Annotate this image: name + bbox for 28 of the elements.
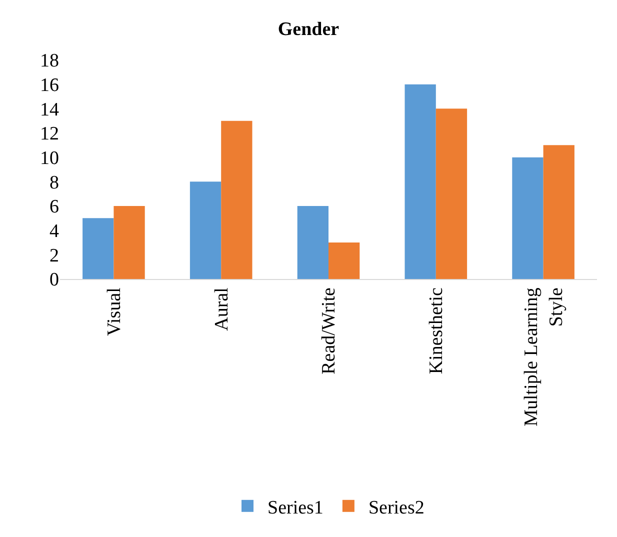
x-tick-label: Aural	[211, 288, 232, 331]
y-tick-label: 2	[50, 245, 59, 266]
bar	[221, 120, 252, 279]
bar	[190, 182, 222, 279]
bar	[512, 157, 544, 279]
x-tick-label: Visual	[104, 288, 125, 336]
x-tick-label: Multiple Learning Style	[521, 287, 567, 426]
bar	[297, 206, 328, 279]
bar	[404, 84, 436, 279]
y-tick-label: 8	[50, 172, 59, 194]
legend-label: Series2	[368, 497, 424, 518]
x-tick-label: Read/Write	[318, 288, 340, 374]
bar	[82, 218, 114, 279]
y-tick-label: 4	[50, 220, 60, 242]
x-tick-label: Kinesthetic	[426, 288, 448, 374]
y-tick-label: 6	[50, 196, 59, 218]
legend-label: Series1	[268, 497, 324, 518]
bar	[328, 242, 360, 279]
bar	[114, 206, 145, 279]
y-tick-label: 0	[50, 270, 59, 291]
bar	[543, 145, 574, 279]
y-tick-label: 12	[40, 124, 59, 145]
chart-title: Gender	[278, 18, 340, 40]
y-tick-label: 10	[40, 148, 59, 169]
y-tick-label: 18	[40, 50, 59, 72]
y-tick-label: 14	[40, 99, 60, 120]
bar	[436, 108, 468, 279]
y-tick-label: 16	[40, 74, 59, 96]
